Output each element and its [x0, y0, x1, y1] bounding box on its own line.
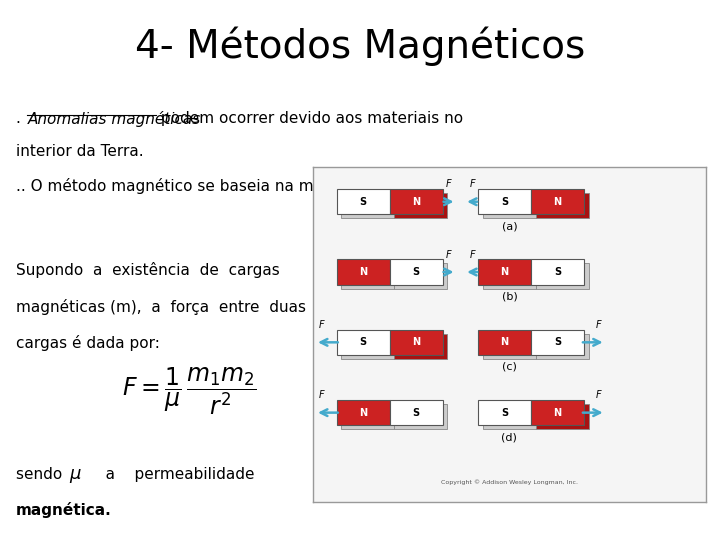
Text: podem ocorrer devido aos materiais no: podem ocorrer devido aos materiais no: [156, 111, 463, 126]
Bar: [395, 404, 447, 429]
Bar: [482, 334, 536, 359]
Bar: [390, 260, 443, 285]
Text: F: F: [469, 250, 475, 260]
Text: S: S: [413, 408, 420, 417]
Text: anomalias: anomalias: [338, 178, 416, 193]
Text: magnética.: magnética.: [16, 502, 112, 518]
Bar: [390, 400, 443, 425]
Text: (b): (b): [502, 292, 517, 302]
Text: N: N: [554, 197, 562, 207]
Text: magnéticas (m),  a  força  entre  duas: magnéticas (m), a força entre duas: [16, 299, 306, 315]
Bar: [395, 264, 447, 288]
Text: N: N: [359, 408, 367, 417]
Text: interior da Terra.: interior da Terra.: [16, 144, 143, 159]
Text: Copyright © Addison Wesley Longman, Inc.: Copyright © Addison Wesley Longman, Inc.: [441, 479, 578, 485]
Text: N: N: [412, 197, 420, 207]
Bar: [482, 404, 536, 429]
Text: cargas é dada por:: cargas é dada por:: [16, 335, 160, 352]
Bar: [536, 404, 589, 429]
Text: F: F: [596, 320, 602, 330]
Text: F: F: [446, 179, 451, 190]
Text: N: N: [554, 408, 562, 417]
Text: $F = \dfrac{1}{\mu}\,\dfrac{m_1 m_2}{r^2}$: $F = \dfrac{1}{\mu}\,\dfrac{m_1 m_2}{r^2…: [122, 366, 257, 417]
Bar: [482, 264, 536, 288]
Text: N: N: [359, 267, 367, 277]
Bar: [482, 193, 536, 218]
Text: N: N: [412, 338, 420, 347]
Bar: [536, 193, 589, 218]
Bar: [536, 334, 589, 359]
Bar: [395, 193, 447, 218]
Bar: [337, 260, 390, 285]
Text: S: S: [501, 408, 508, 417]
Text: Supondo  a  existência  de  cargas: Supondo a existência de cargas: [16, 262, 279, 278]
Bar: [478, 260, 531, 285]
Text: S: S: [360, 338, 366, 347]
Text: S: S: [554, 338, 561, 347]
Text: F: F: [319, 390, 325, 401]
Bar: [337, 330, 390, 355]
Text: F: F: [446, 250, 451, 260]
Text: (a): (a): [502, 221, 517, 231]
Bar: [337, 400, 390, 425]
Text: .. O método magnético se baseia na medida dessas: .. O método magnético se baseia na medid…: [16, 178, 418, 194]
Text: (c): (c): [502, 362, 517, 372]
Bar: [341, 334, 395, 359]
Text: .: .: [16, 111, 26, 126]
Bar: [531, 400, 584, 425]
Bar: [478, 400, 531, 425]
Text: S: S: [413, 267, 420, 277]
Text: F: F: [469, 179, 475, 190]
Text: S: S: [501, 197, 508, 207]
Bar: [341, 264, 395, 288]
Bar: [341, 193, 395, 218]
Bar: [478, 330, 531, 355]
Text: S: S: [360, 197, 366, 207]
Text: (d): (d): [501, 432, 518, 442]
Text: F: F: [596, 390, 602, 401]
Text: N: N: [500, 338, 508, 347]
Text: Anomalias magnéticas: Anomalias magnéticas: [27, 111, 201, 127]
Bar: [341, 404, 395, 429]
Bar: [531, 189, 584, 214]
Text: sendo: sendo: [16, 467, 77, 482]
Bar: [337, 189, 390, 214]
Text: S: S: [554, 267, 561, 277]
Bar: [395, 334, 447, 359]
Bar: [390, 189, 443, 214]
Text: N: N: [500, 267, 508, 277]
Bar: [478, 189, 531, 214]
Text: F: F: [319, 320, 325, 330]
Bar: [390, 330, 443, 355]
Text: a    permeabilidade: a permeabilidade: [91, 467, 254, 482]
Bar: [531, 260, 584, 285]
Text: .: .: [395, 178, 400, 193]
Bar: [531, 330, 584, 355]
Text: $\mu$: $\mu$: [69, 467, 82, 485]
Text: 4- Métodos Magnéticos: 4- Métodos Magnéticos: [135, 27, 585, 66]
Bar: [536, 264, 589, 288]
